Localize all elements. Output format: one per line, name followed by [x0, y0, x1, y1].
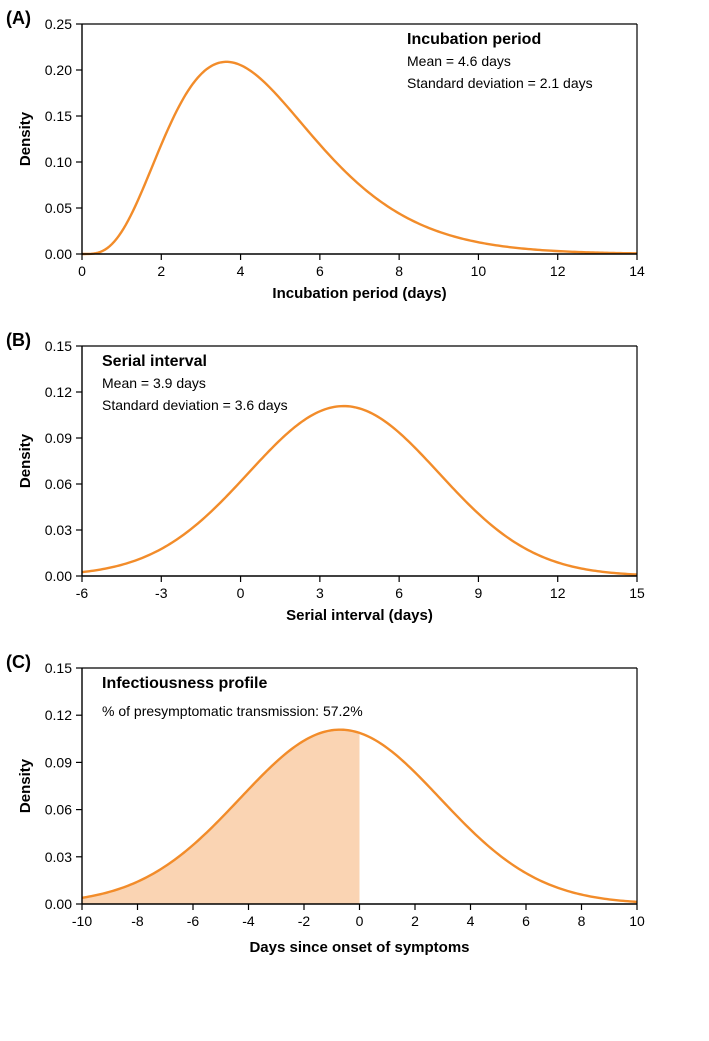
svg-text:0.00: 0.00	[45, 896, 72, 912]
panel-c: (C) -10-8-6-4-202468100.000.030.060.090.…	[12, 656, 697, 966]
svg-text:0.03: 0.03	[45, 522, 72, 538]
svg-text:Mean = 4.6 days: Mean = 4.6 days	[407, 53, 511, 69]
svg-text:Serial interval: Serial interval	[102, 353, 207, 370]
svg-text:-6: -6	[187, 913, 200, 929]
svg-text:4: 4	[467, 913, 475, 929]
svg-text:3: 3	[316, 585, 324, 601]
svg-text:10: 10	[629, 913, 645, 929]
svg-text:12: 12	[550, 263, 566, 279]
panel-a-label: (A)	[6, 8, 31, 29]
panel-a-svg: 0 2 4 6 8 10 12 14 0.00 0.05 0.10 0.15 0.20 0.25 Incub…	[12, 12, 652, 312]
svg-text:8: 8	[395, 263, 403, 279]
svg-text:0.09: 0.09	[45, 430, 72, 446]
svg-text:9: 9	[475, 585, 483, 601]
svg-text:Incubation period: Incubation period	[407, 31, 541, 48]
svg-text:0.03: 0.03	[45, 849, 72, 865]
svg-text:10: 10	[471, 263, 487, 279]
svg-text:0: 0	[78, 263, 86, 279]
svg-text:Standard deviation = 3.6 days: Standard deviation = 3.6 days	[102, 397, 288, 413]
svg-text:14: 14	[629, 263, 645, 279]
svg-text:-2: -2	[298, 913, 311, 929]
svg-text:-10: -10	[72, 913, 92, 929]
svg-text:0.06: 0.06	[45, 476, 72, 492]
svg-text:-3: -3	[155, 585, 168, 601]
figure-container: (A) 024681012140.000.050.100.150.200.25I…	[12, 12, 697, 966]
svg-text:0.09: 0.09	[45, 754, 72, 770]
svg-text:6: 6	[395, 585, 403, 601]
svg-text:Density: Density	[17, 433, 34, 488]
svg-text:0: 0	[356, 913, 364, 929]
svg-text:0.00: 0.00	[45, 568, 72, 584]
panel-c-svg: -10 -8 -6 -4 -2 0 2 4 6 8 10 0.00 0.03 0.06 0.09 0.12 0.…	[12, 656, 652, 966]
svg-text:8: 8	[578, 913, 586, 929]
svg-text:15: 15	[629, 585, 645, 601]
svg-text:0.00: 0.00	[45, 246, 72, 262]
svg-text:0.15: 0.15	[45, 338, 72, 354]
svg-text:6: 6	[522, 913, 530, 929]
panel-a: (A) 024681012140.000.050.100.150.200.25I…	[12, 12, 697, 312]
svg-text:12: 12	[550, 585, 566, 601]
svg-text:0.10: 0.10	[45, 154, 72, 170]
svg-text:0.25: 0.25	[45, 16, 72, 32]
svg-text:4: 4	[237, 263, 245, 279]
svg-text:6: 6	[316, 263, 324, 279]
svg-text:-6: -6	[76, 585, 89, 601]
svg-text:0.06: 0.06	[45, 802, 72, 818]
svg-text:-4: -4	[242, 913, 255, 929]
svg-text:Serial interval (days): Serial interval (days)	[286, 607, 433, 624]
svg-text:Infectiousness profile: Infectiousness profile	[102, 675, 267, 692]
svg-text:2: 2	[157, 263, 165, 279]
svg-text:0.12: 0.12	[45, 707, 72, 723]
svg-text:0.20: 0.20	[45, 62, 72, 78]
svg-text:Standard deviation = 2.1 days: Standard deviation = 2.1 days	[407, 75, 593, 91]
svg-text:0.05: 0.05	[45, 200, 72, 216]
svg-text:2: 2	[411, 913, 419, 929]
svg-text:0: 0	[237, 585, 245, 601]
panel-b: (B) -6-3036912150.000.030.060.090.120.15…	[12, 334, 697, 634]
svg-text:0.12: 0.12	[45, 384, 72, 400]
svg-text:-8: -8	[131, 913, 144, 929]
panel-b-label: (B)	[6, 330, 31, 351]
panel-b-svg: -6 -3 0 3 6 9 12 15 0.00 0.03 0.06 0.09 0.12 0.15 Seri…	[12, 334, 652, 634]
panel-c-label: (C)	[6, 652, 31, 673]
svg-text:Density: Density	[17, 111, 34, 166]
svg-text:% of presymptomatic transmissi: % of presymptomatic transmission: 57.2%	[102, 703, 363, 719]
svg-text:0.15: 0.15	[45, 660, 72, 676]
svg-text:Days since onset of symptoms: Days since onset of symptoms	[249, 939, 469, 956]
svg-text:Mean = 3.9 days: Mean = 3.9 days	[102, 375, 206, 391]
svg-text:Density: Density	[17, 758, 34, 813]
svg-text:0.15: 0.15	[45, 108, 72, 124]
svg-text:Incubation period (days): Incubation period (days)	[272, 285, 446, 302]
